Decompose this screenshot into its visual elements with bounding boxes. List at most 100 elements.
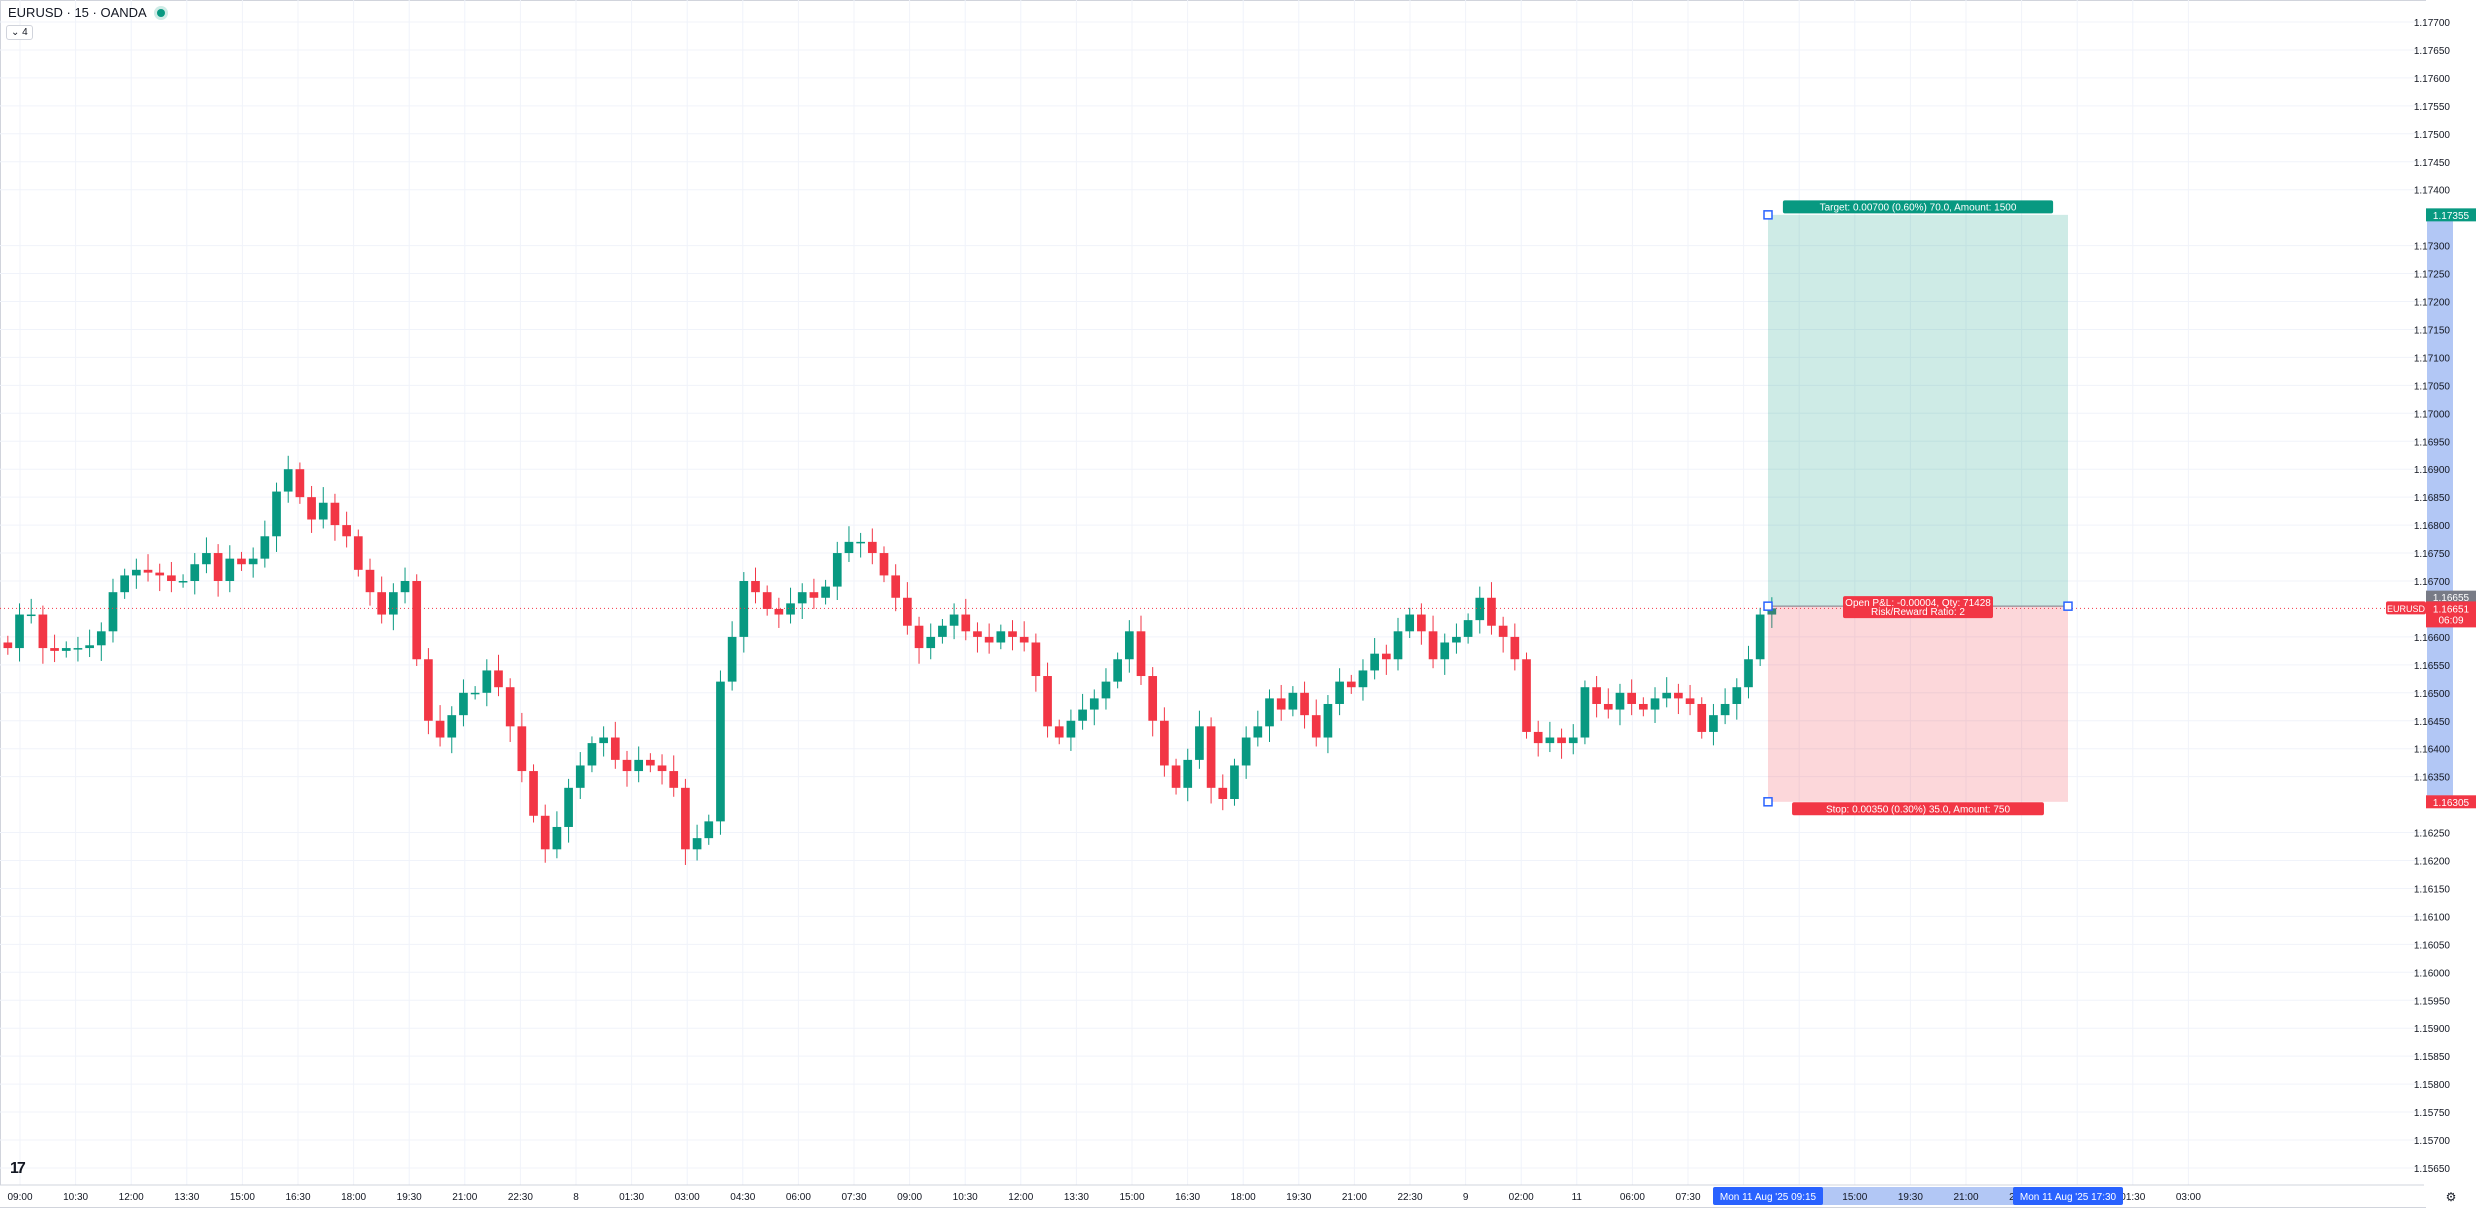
candle [1452,623,1461,654]
candle [832,541,842,601]
candle [1031,633,1041,692]
stop-zone[interactable] [1768,606,2068,802]
candle [50,634,59,663]
candle [1522,652,1531,739]
symbol-legend[interactable]: EURUSD · 15 · OANDA [8,5,165,20]
candle [879,546,889,583]
candle [891,564,901,612]
candle [1674,683,1683,715]
candles [3,455,1777,865]
price-tick: 1.17100 [2414,353,2451,364]
candle [377,576,387,624]
candle [1206,717,1216,804]
price-axis[interactable]: 1.17700 1.17650 1.17600 1.17550 1.17500 1.174… [2414,0,2478,1208]
candle [564,778,573,843]
candle [190,553,200,595]
candle [435,705,445,747]
candle [155,563,165,592]
candle [178,574,188,588]
candle [774,597,784,628]
price-tick: 1.16100 [2414,912,2451,923]
candle [1709,703,1718,746]
candle [143,554,153,582]
candle [1592,676,1601,718]
candle [1487,582,1496,635]
range-end-label: Mon 11 Aug '25 17:30 [2013,1187,2123,1205]
time-tick: 22:30 [508,1192,533,1203]
market-open-icon [156,8,165,17]
candle [1440,633,1450,675]
price-tick: 1.16450 [2414,717,2451,728]
candle [505,678,515,742]
price-tick: 1.17600 [2414,74,2451,85]
candle [1533,720,1543,757]
candle [248,547,258,578]
price-range-highlight [2427,214,2453,802]
price-tick: 1.16250 [2414,829,2451,840]
candle [1475,586,1485,634]
candle [307,485,316,533]
time-tick: 22:30 [1397,1192,1422,1203]
candle [867,528,877,565]
candle [132,558,141,589]
price-tick: 1.16150 [2414,884,2451,895]
candle [1113,652,1122,689]
time-tick: 13:30 [174,1192,199,1203]
price-tick: 1.17500 [2414,130,2451,141]
long-position-tool[interactable]: Target: 0.00700 (0.60%) 70.0, Amount: 15… [1763,200,2073,816]
candle [1358,659,1368,701]
settings-gear-icon[interactable]: ⚙ [2446,1190,2457,1204]
candle [1136,615,1146,685]
entry-price-label: 1.16655 [2426,590,2476,604]
candle [1019,621,1029,652]
svg-text:1.16305: 1.16305 [2433,798,2470,809]
candle [1510,623,1520,671]
price-tick: 1.17550 [2414,102,2451,113]
symbol-price-tag: EURUSD [2386,601,2426,615]
price-tick: 1.17400 [2414,186,2451,197]
candle [1568,724,1578,755]
drag-handle[interactable] [1763,601,1773,611]
target-zone[interactable] [1768,214,2068,607]
candle [1393,617,1403,671]
price-tick: 1.16600 [2414,633,2451,644]
price-tick: 1.16350 [2414,773,2451,784]
price-tick: 1.15850 [2414,1052,2451,1063]
candle [856,532,865,558]
candle [914,616,924,664]
price-tick: 1.16700 [2414,577,2451,588]
svg-text:1.16655: 1.16655 [2433,593,2470,604]
time-axis[interactable]: 09:00 10:30 12:00 13:30 15:00 16:30 18:00 19:30… [0,1184,2424,1207]
drag-handle[interactable] [1763,210,1773,220]
candle [400,567,410,604]
candle [342,511,351,548]
price-tick: 1.16800 [2414,521,2451,532]
price-tick: 1.17300 [2414,242,2451,253]
time-tick: 07:30 [1675,1192,1700,1203]
candle [15,603,24,662]
svg-text:Mon 11 Aug '25 17:30: Mon 11 Aug '25 17:30 [2020,1192,2117,1203]
candle [213,544,223,597]
price-tick: 1.16000 [2414,968,2451,979]
candle [938,619,947,644]
stop-price-label: 1.16305 [2426,795,2476,809]
time-tick: 18:00 [1231,1192,1256,1203]
candle [1300,681,1309,729]
candle [202,537,211,574]
price-tick: 1.15750 [2414,1108,2451,1119]
collapse-indicators-button[interactable]: ⌄ 4 [6,25,33,40]
candle [1008,620,1017,651]
candle [681,778,690,865]
candle [529,764,538,823]
candle [1160,707,1169,777]
tradingview-logo-icon[interactable]: 17 [10,1160,26,1177]
drag-handle[interactable] [2063,601,2073,611]
time-tick: 09:00 [897,1192,922,1203]
candle [96,622,106,661]
candle [973,622,982,653]
time-tick: 06:00 [786,1192,811,1203]
drag-handle[interactable] [1763,797,1773,807]
candle [575,752,585,800]
candle [1089,689,1099,726]
